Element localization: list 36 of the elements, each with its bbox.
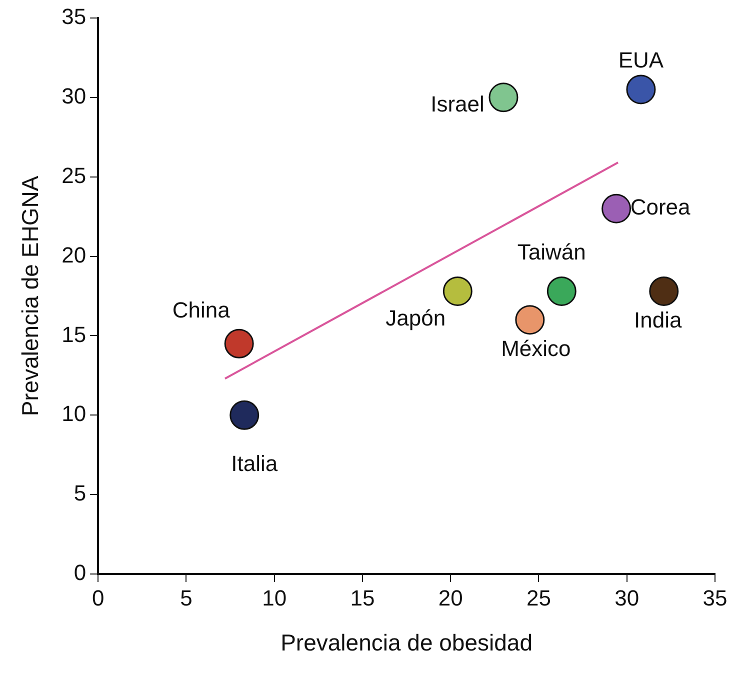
y-tick-label: 10 (62, 401, 86, 426)
y-tick-label: 15 (62, 322, 86, 347)
series-label: Italia (231, 451, 278, 476)
point (224, 328, 254, 358)
series-label: Japón (386, 305, 446, 330)
y-tick-label: 30 (62, 83, 86, 108)
x-tick-label: 30 (614, 585, 640, 610)
x-tick-label: 35 (702, 585, 728, 610)
series-label: Taiwán (517, 239, 586, 264)
y-tick-label: 35 (62, 4, 86, 30)
x-tick-label: 20 (438, 585, 463, 610)
x-tick-label: 10 (262, 585, 287, 610)
series-label: China (172, 298, 231, 323)
x-tick-label: 5 (180, 585, 192, 610)
y-tick-label: 5 (74, 480, 86, 506)
y-tick-label: 25 (62, 162, 86, 188)
point (546, 276, 576, 306)
point (515, 305, 545, 335)
y-axis-title: Prevalencia de EHGNA (17, 175, 44, 416)
point (626, 74, 656, 104)
x-tick-label: 25 (526, 585, 551, 610)
series-label: Corea (630, 194, 692, 220)
y-tick-label: 0 (74, 560, 86, 586)
x-axis-title: Prevalencia de obesidad (280, 630, 532, 656)
x-tick-label: 0 (92, 585, 104, 610)
point (442, 276, 472, 306)
point (602, 194, 632, 224)
series-label: India (634, 307, 682, 332)
series-label: Israel (430, 91, 484, 116)
y-tick-label: 20 (62, 242, 86, 268)
point (649, 276, 679, 306)
x-tick-label: 15 (350, 585, 375, 610)
series-label: EUA (618, 48, 664, 73)
point (488, 82, 518, 112)
point (230, 400, 260, 430)
series-label: México (501, 336, 571, 361)
